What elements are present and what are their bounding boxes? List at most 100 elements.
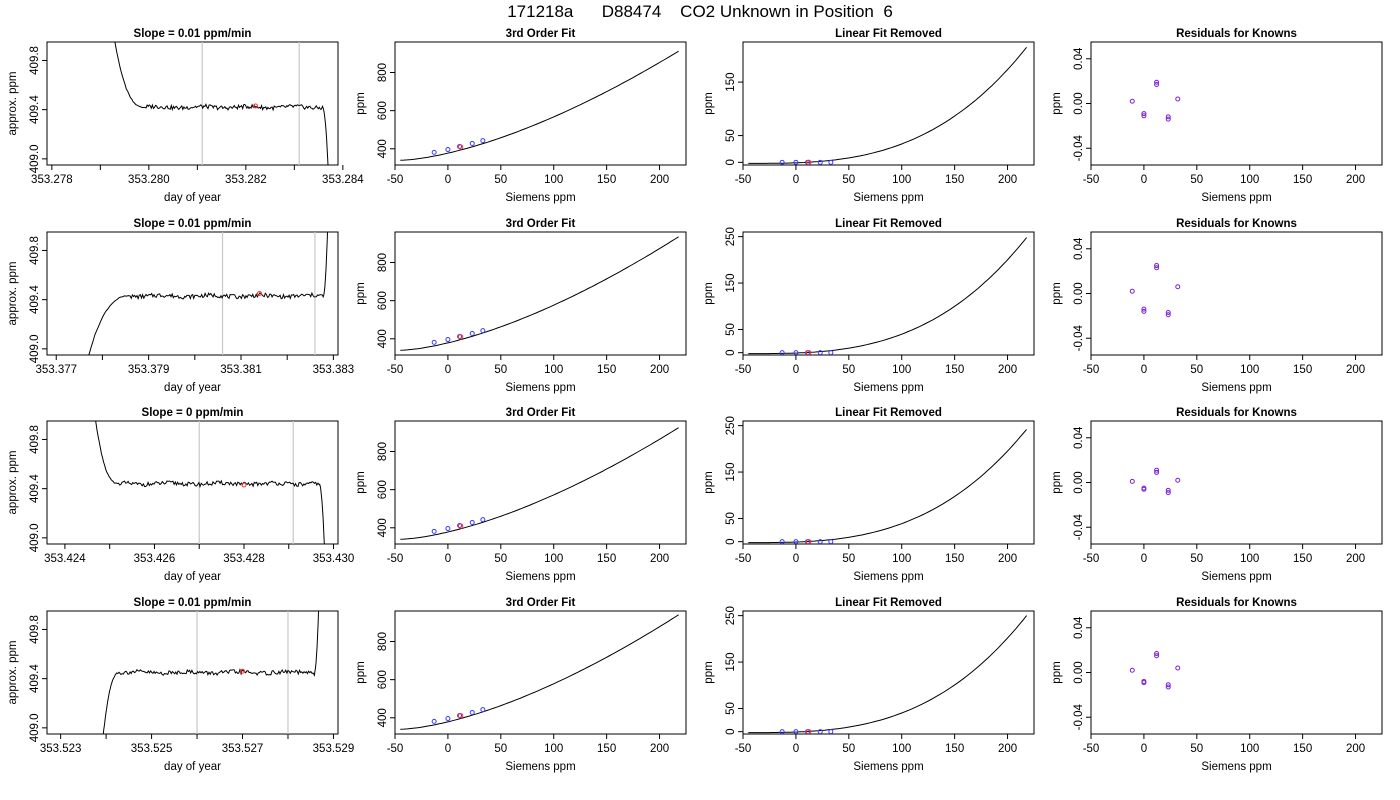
plot-area — [114, 42, 329, 165]
known-point — [793, 539, 799, 544]
panel-linear-fit-removed-row3: Linear Fit Removed -50 0 50 100 150 200 0 50 150 2… — [703, 407, 1035, 583]
x-tick-label: -50 — [387, 174, 404, 186]
x-tick-label: 150 — [597, 743, 616, 755]
x-tick-label: 200 — [650, 553, 669, 565]
panel-title: Residuals for Knowns — [1176, 597, 1297, 609]
x-tick-label: 200 — [1346, 553, 1365, 565]
residual-point — [1141, 486, 1147, 492]
residual-point — [1141, 306, 1147, 312]
y-axis-label: ppm — [355, 471, 367, 493]
plot-frame — [742, 610, 1035, 735]
x-tick-label: 0 — [445, 364, 451, 376]
plot-frame — [1090, 231, 1383, 356]
known-point — [779, 350, 785, 355]
known-point — [431, 718, 437, 724]
y-axis-label: ppm — [703, 92, 715, 114]
x-tick-label: 100 — [544, 174, 563, 186]
known-point — [828, 159, 834, 165]
x-tick-label: 0 — [1141, 174, 1147, 186]
x-axis-label: Siemens ppm — [853, 761, 923, 773]
unknown-point — [457, 523, 464, 529]
y-axis-label: ppm — [1051, 471, 1063, 493]
x-tick-label: 50 — [1190, 174, 1203, 186]
x-axis-label: Siemens ppm — [1201, 761, 1271, 773]
panel-title: Slope = 0.01 ppm/min — [134, 597, 252, 609]
residual-point — [1154, 81, 1160, 87]
residual-point — [1165, 684, 1171, 690]
x-tick-label: 50 — [494, 553, 507, 565]
x-tick-label: 353.280 — [128, 174, 170, 186]
x-tick-label: 200 — [998, 174, 1017, 186]
x-tick-label: 0 — [445, 743, 451, 755]
panel-third-order-fit-row1: 3rd Order Fit -50 0 50 100 150 200 400 600 800 Sie… — [355, 28, 687, 204]
residual-point — [1154, 263, 1160, 269]
residual-point — [1165, 682, 1171, 688]
x-tick-label: 0 — [1141, 743, 1147, 755]
fit-curve — [748, 429, 1027, 544]
panel-title: 3rd Order Fit — [506, 597, 576, 609]
x-tick-label: 200 — [650, 743, 669, 755]
known-point — [828, 350, 834, 355]
x-tick-label: 50 — [842, 364, 855, 376]
x-tick-label: 100 — [892, 743, 911, 755]
y-tick-label: 409.0 — [29, 713, 41, 742]
y-tick-label: 409.8 — [29, 46, 41, 75]
x-tick-label: -50 — [387, 364, 404, 376]
panel-third-order-fit-row3: 3rd Order Fit -50 0 50 100 150 200 400 600 800 Sie… — [355, 407, 687, 583]
x-tick-label: -50 — [387, 743, 404, 755]
y-axis-label: approx. ppm — [7, 262, 19, 326]
x-tick-label: 50 — [494, 174, 507, 186]
y-tick-label: 0.00 — [1073, 471, 1085, 493]
plot-frame — [394, 420, 687, 545]
y-axis-label: ppm — [703, 661, 715, 683]
residual-point — [1165, 114, 1171, 120]
x-tick-label: -50 — [735, 743, 752, 755]
y-tick-label: 0.00 — [1073, 282, 1085, 304]
y-tick-label: 50 — [725, 512, 737, 525]
x-tick-label: 353.379 — [128, 364, 170, 376]
y-tick-label: 0.04 — [1073, 426, 1085, 449]
plot-area — [400, 427, 679, 540]
x-axis-label: Siemens ppm — [853, 192, 923, 204]
y-axis-label: approx. ppm — [7, 641, 19, 705]
known-point — [779, 729, 785, 734]
plot-frame — [46, 420, 339, 545]
panel-residuals-row4: Residuals for Knowns -50 0 50 100 150 200 -0.04… — [1051, 597, 1383, 773]
y-tick-label: 600 — [377, 670, 389, 689]
y-tick-label: 150 — [725, 273, 737, 292]
fit-curve — [748, 237, 1027, 355]
unknown-point — [805, 159, 812, 165]
y-tick-label: 600 — [377, 480, 389, 499]
known-point — [480, 707, 486, 713]
y-tick-label: 0 — [725, 159, 737, 165]
y-axis-label: ppm — [355, 661, 367, 683]
y-tick-label: 50 — [725, 129, 737, 142]
known-point — [828, 729, 834, 734]
y-tick-label: 409.4 — [29, 474, 41, 503]
x-tick-label: -50 — [735, 553, 752, 565]
data-trace — [95, 421, 325, 544]
data-trace — [114, 42, 329, 165]
unknown-point — [240, 668, 246, 674]
panel-title: Residuals for Knowns — [1176, 407, 1297, 419]
x-tick-label: 150 — [597, 174, 616, 186]
x-tick-label: 100 — [544, 743, 563, 755]
plot-area — [748, 429, 1027, 544]
y-tick-label: 409.0 — [29, 334, 41, 363]
x-tick-label: 353.525 — [131, 743, 173, 755]
x-axis-label: Siemens ppm — [853, 571, 923, 583]
x-tick-label: 50 — [842, 553, 855, 565]
x-tick-label: 353.383 — [313, 364, 355, 376]
x-tick-label: 200 — [998, 743, 1017, 755]
x-tick-label: 100 — [1240, 743, 1259, 755]
x-tick-label: 200 — [1346, 743, 1365, 755]
residual-point — [1129, 98, 1135, 104]
known-point — [469, 140, 475, 146]
known-point — [431, 339, 437, 345]
x-tick-label: 150 — [597, 553, 616, 565]
y-tick-label: 409.4 — [29, 285, 41, 314]
x-axis-label: day of year — [164, 382, 221, 394]
unknown-point — [805, 349, 812, 355]
y-axis-label: ppm — [355, 282, 367, 304]
y-tick-label: 250 — [725, 227, 737, 246]
